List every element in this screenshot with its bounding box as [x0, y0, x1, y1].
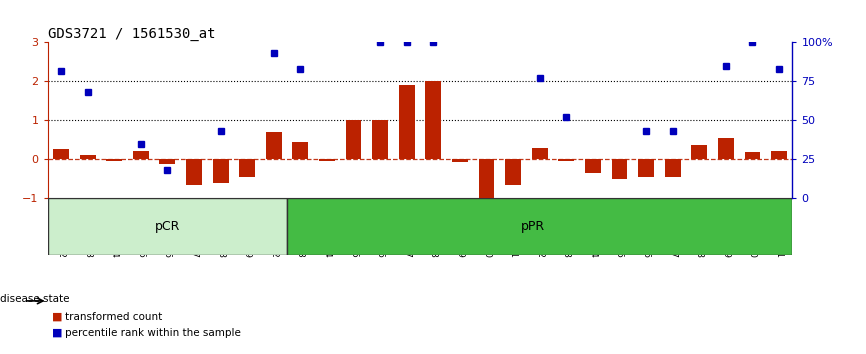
Bar: [132, 151, 149, 159]
Bar: [261, 135, 287, 198]
Bar: [505, 159, 521, 185]
Bar: [633, 135, 659, 198]
Bar: [48, 198, 287, 255]
Bar: [154, 135, 181, 198]
Bar: [266, 132, 281, 159]
Bar: [234, 135, 261, 198]
Bar: [766, 135, 792, 198]
Bar: [479, 159, 494, 198]
Bar: [186, 159, 202, 185]
Text: pCR: pCR: [155, 220, 180, 233]
Bar: [181, 135, 207, 198]
Text: ■: ■: [52, 312, 62, 322]
Bar: [527, 135, 553, 198]
Bar: [367, 135, 393, 198]
Bar: [287, 198, 792, 255]
Bar: [287, 135, 313, 198]
Bar: [159, 159, 175, 164]
Bar: [611, 159, 628, 179]
Bar: [398, 85, 415, 159]
Bar: [745, 152, 760, 159]
Bar: [452, 159, 468, 162]
Text: ■: ■: [52, 328, 62, 338]
Bar: [713, 135, 740, 198]
Bar: [559, 159, 574, 161]
Bar: [447, 135, 473, 198]
Bar: [293, 142, 308, 159]
Bar: [606, 135, 633, 198]
Bar: [340, 135, 367, 198]
Text: pPR: pPR: [521, 220, 545, 233]
Bar: [638, 159, 654, 177]
Bar: [553, 135, 579, 198]
Bar: [212, 159, 229, 183]
Bar: [740, 135, 766, 198]
Bar: [80, 155, 95, 159]
Bar: [532, 148, 547, 159]
Bar: [239, 159, 255, 177]
Text: GDS3721 / 1561530_at: GDS3721 / 1561530_at: [48, 28, 215, 41]
Bar: [53, 149, 69, 159]
Bar: [500, 135, 527, 198]
Bar: [107, 159, 122, 161]
Bar: [718, 138, 734, 159]
Bar: [346, 120, 361, 159]
Text: percentile rank within the sample: percentile rank within the sample: [65, 328, 241, 338]
Text: disease state: disease state: [0, 294, 69, 304]
Bar: [771, 151, 787, 159]
Bar: [585, 159, 601, 173]
Bar: [74, 135, 100, 198]
Bar: [207, 135, 234, 198]
Bar: [686, 135, 713, 198]
Bar: [579, 135, 606, 198]
Bar: [425, 81, 442, 159]
Bar: [659, 135, 686, 198]
Bar: [420, 135, 447, 198]
Text: transformed count: transformed count: [65, 312, 162, 322]
Bar: [127, 135, 154, 198]
Bar: [665, 159, 681, 177]
Bar: [319, 159, 335, 161]
Bar: [691, 144, 708, 159]
Bar: [313, 135, 340, 198]
Bar: [372, 120, 388, 159]
Bar: [48, 135, 74, 198]
Bar: [393, 135, 420, 198]
Bar: [473, 135, 500, 198]
Bar: [100, 135, 127, 198]
